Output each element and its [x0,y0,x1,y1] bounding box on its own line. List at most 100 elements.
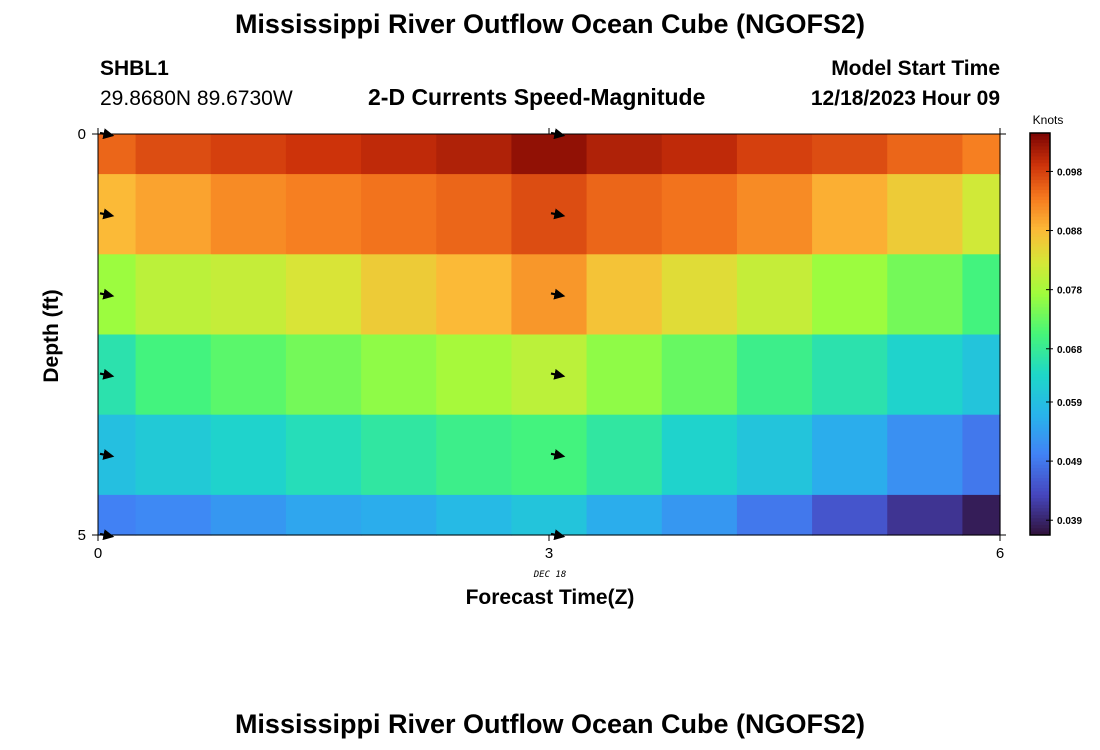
heatmap-cell [661,334,738,416]
heatmap-cell [661,414,738,496]
colorbar-segment [1030,139,1050,144]
colorbar-segment [1030,531,1050,536]
heatmap-cell [361,254,437,336]
colorbar-segment [1030,149,1050,154]
colorbar-segment [1030,528,1050,533]
current-vector-arrow [99,288,115,300]
colorbar-segment [1030,504,1050,509]
colorbar-segment [1030,354,1050,358]
colorbar-tick-label: 0.098 [1057,167,1082,178]
colorbar-segment [1030,364,1050,368]
colorbar-segment [1030,253,1050,258]
colorbar-segment [1030,307,1050,312]
heatmap-cell [210,134,287,175]
colorbar-tick-label: 0.068 [1057,345,1082,356]
heatmap-cell [436,134,513,175]
colorbar-segment [1030,494,1050,499]
colorbar-segment [1030,397,1050,402]
heatmap-cell [361,494,437,536]
heatmap-cell [98,494,137,536]
colorbar-segment [1030,521,1050,526]
heatmap-cell [661,494,738,536]
current-vector-arrow [550,208,566,220]
heatmap-cell [436,174,513,255]
colorbar-segment [1030,320,1050,325]
colorbar-segment [1030,447,1050,452]
heatmap-cell [436,334,513,416]
heatmap-cell [962,254,1001,336]
colorbar-segment [1030,524,1050,529]
colorbar-segment [1030,421,1050,425]
heatmap-cell [812,174,888,255]
x-tick-label: 0 [94,545,102,562]
colorbar-segment [1030,411,1050,415]
colorbar-tick-label: 0.088 [1057,227,1082,238]
colorbar-segment [1030,457,1050,462]
colorbar-segment [1030,317,1050,322]
colorbar-segment [1030,387,1050,392]
colorbar-segment [1030,404,1050,409]
colorbar-segment [1030,461,1050,466]
heatmap-cell [210,254,287,336]
heatmap-cell [135,334,212,416]
colorbar-segment [1030,350,1050,355]
colorbar-segment [1030,454,1050,459]
colorbar-segment [1030,246,1050,251]
colorbar-segment [1030,256,1050,261]
colorbar-segment [1030,166,1050,171]
colorbar-segment [1030,347,1050,352]
heatmap-cell [962,134,1001,175]
colorbar-segment [1030,193,1050,198]
colorbar-segment [1030,357,1050,362]
y-tick-label: 5 [78,527,86,544]
colorbar-segment [1030,330,1050,335]
colorbar-segment [1030,508,1050,513]
heatmap-cell [436,494,513,536]
heatmap-cell [135,414,212,496]
colorbar-segment [1030,374,1050,379]
model-start-value: 12/18/2023 Hour 09 [810,87,1000,110]
heatmap-cell [285,494,362,536]
colorbar-segment [1030,323,1050,328]
x-axis-label: Forecast Time(Z) [466,586,635,609]
colorbar-segment [1030,327,1050,332]
colorbar-segment [1030,263,1050,268]
colorbar-tick-label: 0.059 [1057,398,1082,409]
heatmap-cell [285,174,362,255]
colorbar-segment [1030,334,1050,338]
heatmap-cell [586,414,663,496]
colorbar-segment [1030,417,1050,422]
colorbar-segment [1030,163,1050,167]
colorbar-segment [1030,260,1050,265]
colorbar-segment [1030,223,1050,228]
heatmap-cell [736,334,813,416]
colorbar-segment [1030,310,1050,315]
colorbar-segment [1030,169,1050,174]
heatmap-cell [887,134,964,175]
heatmap-cell [887,254,964,336]
colorbar-segment [1030,216,1050,221]
colorbar-segment [1030,471,1050,476]
heatmap-cell [511,134,588,175]
colorbar-segment [1030,297,1050,301]
colorbar-segment [1030,300,1050,305]
heatmap-cell [210,414,287,496]
colorbar-segment [1030,481,1050,486]
colorbar-segment [1030,290,1050,295]
heatmap-cell [210,174,287,255]
heatmap-cell [812,134,888,175]
colorbar-tick-label: 0.078 [1057,286,1082,297]
heatmap-cell [210,334,287,416]
heatmap-cell [98,134,137,175]
colorbar-segment [1030,186,1050,191]
heatmap-cell [511,174,588,255]
heatmap-cell [285,134,362,175]
heatmap-cell [586,134,663,175]
colorbar-segment [1030,283,1050,288]
heatmap-cell [436,414,513,496]
heatmap-cell [887,174,964,255]
colorbar-segment [1030,210,1050,214]
heatmap-cell [361,334,437,416]
colorbar-segment [1030,441,1050,446]
